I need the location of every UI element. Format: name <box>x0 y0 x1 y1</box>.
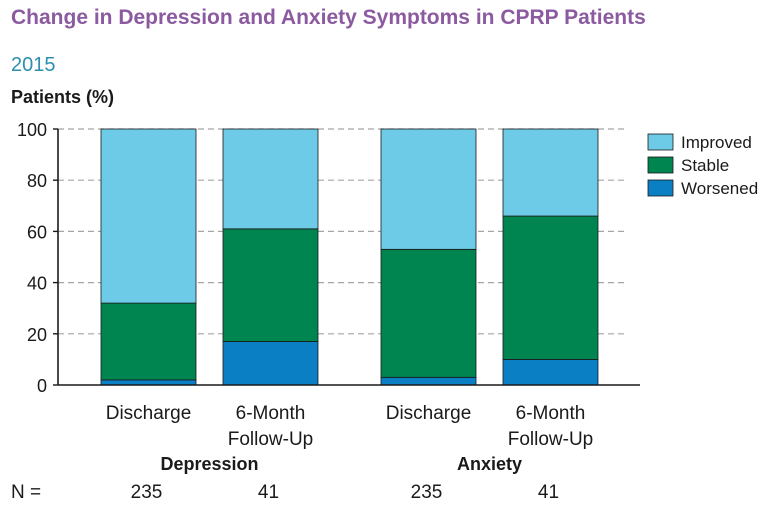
n-label: N = <box>11 482 41 503</box>
y-axis-label: Patients (%) <box>11 87 115 107</box>
bar-improved-2 <box>222 128 319 230</box>
bar-stable-1 <box>100 302 197 381</box>
legend-label-improved: Improved <box>681 133 752 152</box>
y-tick-label-0: 0 <box>37 376 47 396</box>
y-tick-label-20: 20 <box>27 325 47 345</box>
bar-improved-3 <box>380 128 477 250</box>
group-label-anxiety: Anxiety <box>457 454 522 474</box>
n-value-4: 41 <box>538 482 559 503</box>
bar-stable-2 <box>222 228 319 342</box>
y-tick-label-60: 60 <box>27 222 47 242</box>
x-category-label-2-line1: 6-Month <box>236 403 306 424</box>
bar-worsened-4 <box>502 358 599 386</box>
x-category-label-2-line2: Follow-Up <box>228 429 314 450</box>
bar-stable-3 <box>380 248 477 378</box>
chart-subtitle: 2015 <box>11 54 56 76</box>
x-category-label-3: Discharge <box>386 403 472 424</box>
y-tick-label-40: 40 <box>27 274 47 294</box>
legend-swatch-improved <box>647 133 674 151</box>
x-category-label-1: Discharge <box>106 403 192 424</box>
n-value-2: 41 <box>258 482 279 503</box>
n-value-1: 235 <box>131 482 163 503</box>
bar-improved-4 <box>502 128 599 217</box>
chart-title: Change in Depression and Anxiety Symptom… <box>11 6 646 29</box>
y-tick-label-100: 100 <box>17 120 47 140</box>
bar-worsened-2 <box>222 341 319 386</box>
legend-swatch-stable <box>647 156 674 174</box>
bar-stable-4 <box>502 215 599 360</box>
bar-improved-1 <box>100 128 197 304</box>
group-label-depression: Depression <box>160 454 258 474</box>
legend-swatch-worsened <box>647 179 674 197</box>
bar-worsened-3 <box>380 376 477 386</box>
x-category-label-4-line2: Follow-Up <box>508 429 594 450</box>
x-category-label-4-line1: 6-Month <box>516 403 586 424</box>
y-tick-label-80: 80 <box>27 171 47 191</box>
n-value-3: 235 <box>411 482 443 503</box>
legend-label-stable: Stable <box>681 156 729 175</box>
legend-label-worsened: Worsened <box>681 179 758 198</box>
